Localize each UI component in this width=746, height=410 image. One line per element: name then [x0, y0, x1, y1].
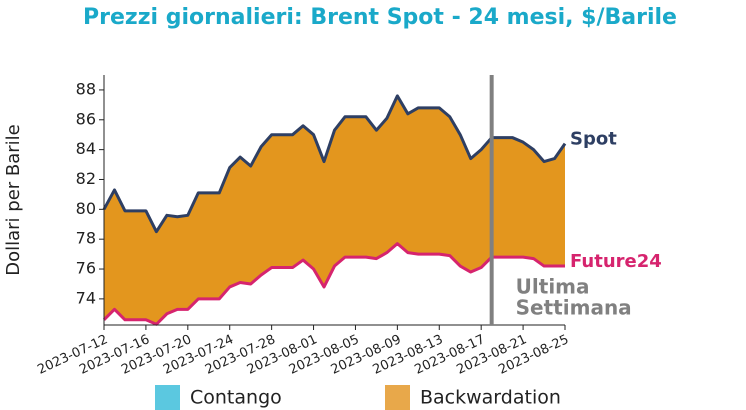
- y-tick-label: 74: [76, 288, 96, 307]
- legend-swatch: [155, 385, 180, 410]
- legend-swatch: [385, 385, 410, 410]
- legend-label: Contango: [190, 387, 282, 409]
- y-tick-label: 82: [76, 169, 96, 188]
- annotation-text: Settimana: [516, 296, 632, 320]
- chart-title: Prezzi giornalieri: Brent Spot - 24 mesi…: [83, 5, 677, 30]
- series-label: Future24: [570, 251, 662, 272]
- y-tick-label: 80: [76, 199, 96, 218]
- legend-label: Backwardation: [420, 387, 561, 409]
- annotation-text: Ultima: [516, 275, 590, 299]
- series-line: [102, 242, 565, 326]
- y-tick-label: 78: [76, 229, 96, 248]
- y-tick-label: 76: [76, 259, 96, 278]
- band-area: [104, 95, 565, 325]
- y-tick-label: 84: [76, 139, 96, 158]
- y-tick-label: 88: [76, 79, 96, 98]
- y-axis-label: Dollari per Barile: [3, 124, 24, 276]
- series-label: Spot: [570, 129, 617, 150]
- y-tick-label: 86: [76, 109, 96, 128]
- series-line: [102, 94, 567, 234]
